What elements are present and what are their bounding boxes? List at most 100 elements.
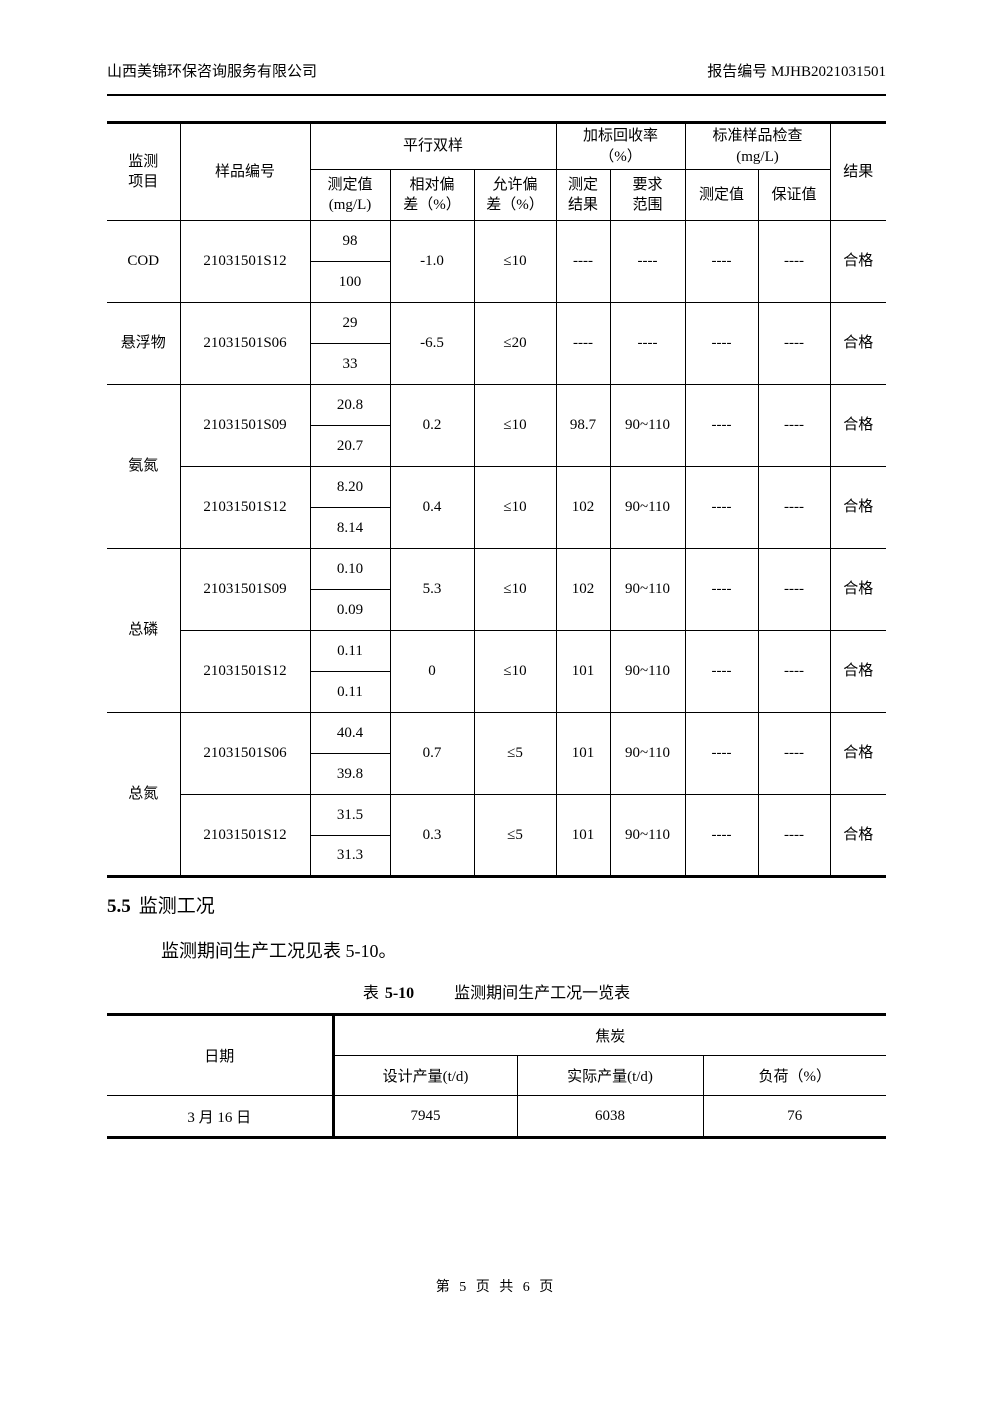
qc-result-badge: 合格 [829,302,887,385]
qc-std-measured: ---- [684,794,759,877]
table-row: 31.3 [107,835,886,877]
qc-header-std-measured: 测定值 [684,169,759,221]
qc-measured-1: 31.5 [309,794,391,836]
qc-sample-id: 21031501S12 [179,794,311,877]
qc-header-row-2: 测定值 (mg/L) 相对偏 差（%） 允许偏 差（%） 测定 结果 要求 范围… [107,169,886,221]
qc-std-guaranteed: ---- [757,794,831,877]
qc-header-relative: 相对偏 差（%） [389,169,475,221]
qc-measured-2: 0.11 [309,671,391,713]
qc-spike-result: 101 [555,630,611,713]
qc-header-standard-group: 标准样品检查 (mg/L) [684,122,831,170]
qc-sample-id: 21031501S12 [179,466,311,549]
prod-cell-load: 76 [702,1095,887,1138]
qc-relative-dev: 0 [389,630,475,713]
qc-spike-range: 90~110 [609,794,686,877]
qc-spike-range: 90~110 [609,384,686,467]
qc-std-guaranteed: ---- [757,466,831,549]
qc-header-row-1: 监测 项目 样品编号 平行双样 加标回收率 （%） 标准样品检查 (mg/L) … [106,122,887,221]
qc-measured-1: 0.11 [309,630,391,672]
table-row: 悬浮物 21031501S06 29 -6.5 ≤20 ---- ---- --… [106,302,887,385]
qc-result-badge: 合格 [829,630,887,713]
qc-std-guaranteed: ---- [757,384,831,467]
table-row: 总氮 21031501S06 40.4 0.7 ≤5 101 90~110 --… [106,712,887,877]
prod-cell-date: 3 月 16 日 [106,1095,335,1138]
prod-header-date: 日期 [106,1014,335,1096]
qc-std-guaranteed: ---- [757,220,831,303]
table-row: 总磷 21031501S09 0.10 5.3 ≤10 102 90~110 -… [106,548,887,713]
body-paragraph: 监测期间生产工况见表 5-10。 [161,941,397,961]
qc-spike-range: 90~110 [609,548,686,631]
caption-number: 5-10 [384,985,415,1002]
qc-result-badge: 合格 [829,794,887,877]
qc-spike-result: 101 [555,712,611,795]
qc-header-spike-group: 加标回收率 （%） [555,122,686,170]
table-row: 21031501S12 0.11 0 ≤10 101 90~110 ---- -… [107,630,887,713]
prod-header-design: 设计产量(t/d) [332,1055,518,1096]
qc-allowed-dev: ≤20 [473,302,557,385]
qc-header-spike-result: 测定 结果 [555,169,611,221]
qc-allowed-dev: ≤10 [473,466,557,549]
qc-measured-2: 39.8 [309,753,391,795]
qc-header-measured: 测定值 (mg/L) [309,169,391,221]
qc-spike-range: 90~110 [609,630,686,713]
table-row: 100 [107,261,886,303]
qc-spike-range: 90~110 [609,466,686,549]
qc-std-guaranteed: ---- [757,712,831,795]
qc-header-item: 监测 项目 [106,122,181,221]
qc-relative-dev: 0.7 [389,712,475,795]
qc-std-measured: ---- [684,466,759,549]
qc-header-std-guaranteed: 保证值 [757,169,831,221]
qc-std-measured: ---- [684,630,759,713]
company-name: 山西美锦环保咨询服务有限公司 [107,64,318,80]
qc-result-badge: 合格 [829,384,887,467]
qc-allowed-dev: ≤5 [473,712,557,795]
prod-cell-actual: 6038 [516,1095,704,1138]
page-header: 山西美锦环保咨询服务有限公司 报告编号 MJHB2021031501 [107,60,886,96]
table-row: 0.09 [107,589,886,631]
section-heading: 5.5 监测工况 [107,891,215,918]
qc-std-measured: ---- [684,548,759,631]
qc-sample-id: 21031501S09 [179,548,311,631]
qc-header-spike-range: 要求 范围 [609,169,686,221]
qc-spike-range: ---- [609,302,686,385]
prod-header-row-1: 日期 焦炭 [106,1014,887,1096]
qc-spike-range: 90~110 [609,712,686,795]
qc-item-tp: 总磷 [106,548,181,713]
qc-measured-2: 8.14 [309,507,391,549]
qc-header-sample: 样品编号 [179,122,311,221]
production-table: 日期 焦炭 设计产量(t/d) 实际产量(t/d) 负荷（%） 3 月 16 日… [106,1013,887,1139]
qc-measured-2: 100 [309,261,391,303]
qc-allowed-dev: ≤10 [473,630,557,713]
qc-results-table: 监测 项目 样品编号 平行双样 加标回收率 （%） 标准样品检查 (mg/L) … [106,121,887,878]
qc-std-measured: ---- [684,302,759,385]
qc-sample-id: 21031501S12 [179,220,311,303]
qc-result-badge: 合格 [829,712,887,795]
qc-result-badge: 合格 [829,548,887,631]
prod-header-row-2: 设计产量(t/d) 实际产量(t/d) 负荷（%） [107,1055,887,1096]
qc-measured-1: 98 [309,220,391,262]
qc-std-measured: ---- [684,220,759,303]
qc-header-parallel-group: 平行双样 [309,122,557,170]
qc-allowed-dev: ≤10 [473,384,557,467]
qc-spike-range: ---- [609,220,686,303]
qc-sample-id: 21031501S09 [179,384,311,467]
qc-relative-dev: 0.2 [389,384,475,467]
prod-cell-design: 7945 [332,1095,518,1138]
qc-relative-dev: -1.0 [389,220,475,303]
table-row: 39.8 [107,753,886,795]
qc-measured-2: 0.09 [309,589,391,631]
qc-measured-2: 31.3 [309,835,391,877]
qc-spike-result: 102 [555,466,611,549]
table-row: 氨氮 21031501S09 20.8 0.2 ≤10 98.7 90~110 … [106,384,887,549]
qc-item-tn: 总氮 [106,712,181,877]
qc-measured-1: 40.4 [309,712,391,754]
table-row: COD 21031501S12 98 -1.0 ≤10 ---- ---- --… [106,220,887,303]
page-number: 第 5 页 共 6 页 [435,1280,557,1295]
qc-spike-result: ---- [555,302,611,385]
qc-std-measured: ---- [684,384,759,467]
qc-relative-dev: 5.3 [389,548,475,631]
qc-allowed-dev: ≤10 [473,548,557,631]
qc-spike-result: ---- [555,220,611,303]
table-row: 21031501S12 31.5 0.3 ≤5 101 90~110 ---- … [107,794,887,877]
